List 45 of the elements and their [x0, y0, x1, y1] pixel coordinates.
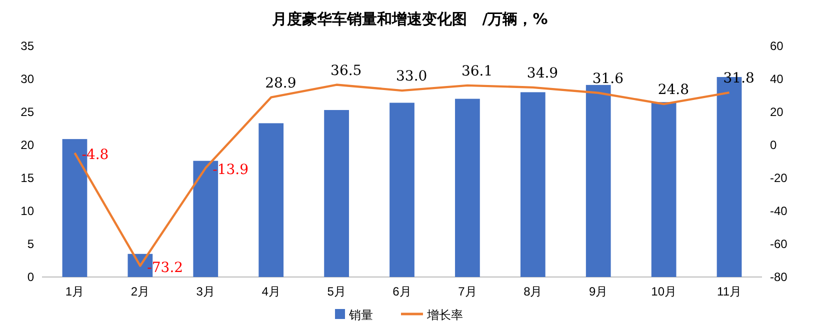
x-tick-label: 6月 [392, 284, 412, 299]
x-tick-label: 4月 [262, 284, 280, 299]
y-tick-label: 15 [20, 170, 34, 185]
x-tick-label: 11月 [717, 284, 742, 299]
legend-label: 增长率 [426, 308, 463, 322]
y-tick-label: 35 [20, 38, 34, 53]
x-tick-label: 9月 [589, 284, 608, 299]
data-label: 28.9 [265, 75, 296, 92]
y2-tick-label: -20 [770, 170, 788, 185]
bar [455, 98, 480, 277]
bar [324, 110, 349, 277]
y-tick-label: 20 [20, 138, 34, 152]
bar [520, 92, 546, 277]
x-tick-label: 7月 [458, 284, 477, 299]
data-label: 36.1 [461, 63, 493, 80]
bar [258, 123, 284, 277]
data-label: 31.8 [723, 70, 754, 87]
data-label: 24.8 [658, 82, 689, 98]
legend-label: 销量 [348, 308, 373, 322]
y2-tick-label: 0 [770, 138, 777, 152]
bar [390, 102, 414, 277]
data-label: 36.5 [330, 62, 362, 79]
bar [651, 102, 676, 277]
x-tick-label: 2月 [130, 284, 150, 299]
y-tick-label: 30 [20, 72, 34, 86]
x-tick-label: 3月 [196, 284, 215, 299]
y2-tick-label: -80 [770, 270, 788, 284]
y2-tick-label: 60 [770, 38, 784, 53]
x-tick-label: 1月 [65, 284, 84, 299]
data-label: 34.9 [526, 65, 558, 82]
y2-tick-label: 40 [770, 72, 784, 86]
y2-tick-label: 20 [770, 104, 784, 119]
x-tick-label: 8月 [524, 284, 542, 299]
chart-title: 月度豪华车销量和增速变化图 /万辆，% [271, 10, 548, 28]
y-tick-label: 5 [27, 236, 34, 251]
y-tick-label: 25 [20, 104, 34, 119]
data-label: 31.6 [592, 70, 624, 87]
y2-tick-label: -40 [770, 204, 788, 218]
y2-tick-label: -60 [770, 236, 788, 251]
x-tick-label: 10月 [651, 284, 676, 299]
data-label: 33.0 [396, 68, 428, 85]
y-tick-label: 10 [20, 204, 34, 218]
y-tick-label: 0 [27, 270, 34, 284]
x-tick-label: 5月 [327, 284, 346, 299]
bar [586, 84, 611, 277]
